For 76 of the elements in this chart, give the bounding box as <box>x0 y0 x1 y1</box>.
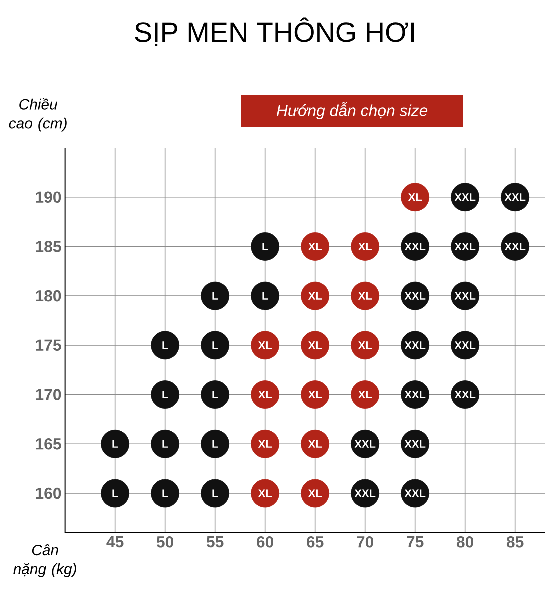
point <box>101 430 130 458</box>
data-label: XXL <box>504 242 526 250</box>
y-tick-label: 180 <box>36 290 62 302</box>
data-label: XL <box>258 490 272 498</box>
data-label: XXL <box>454 391 476 399</box>
chart-title: SỊP MEN THÔNG HƠI <box>135 18 414 46</box>
data-label: L <box>162 490 168 498</box>
data-label: L <box>162 440 168 448</box>
data-label: XL <box>358 292 372 300</box>
x-tick-label: 85 <box>507 536 524 548</box>
data-label: XL <box>408 194 422 202</box>
point <box>251 282 280 310</box>
data-label: XL <box>308 490 322 498</box>
y-tick-label: 170 <box>36 389 62 400</box>
data-label: XXL <box>404 292 426 300</box>
x-tick-label: 80 <box>457 536 474 548</box>
data-label: XXL <box>454 242 476 250</box>
data-label: XXL <box>454 194 476 202</box>
data-label: XXL <box>404 391 426 399</box>
data-label: XXL <box>404 242 426 250</box>
data-label: XXL <box>354 490 376 498</box>
x-tick-label: 60 <box>257 536 274 548</box>
y-tick-label: 175 <box>36 340 62 351</box>
data-label: L <box>212 440 218 448</box>
data-label: XL <box>358 342 372 350</box>
y-tick-label: 160 <box>36 488 62 500</box>
y-tick-label: 165 <box>36 438 62 450</box>
y-axis-title: Chiều cao (cm) <box>9 98 67 132</box>
data-label: L <box>212 391 218 399</box>
data-label: XXL <box>404 440 426 448</box>
data-label: XXL <box>404 342 426 350</box>
x-tick-label: 45 <box>106 536 124 548</box>
point <box>201 380 230 409</box>
point <box>201 331 230 360</box>
data-label: L <box>162 342 168 350</box>
point <box>201 430 230 458</box>
data-label: XXL <box>504 194 526 202</box>
point <box>151 430 180 458</box>
data-label: XL <box>358 391 372 399</box>
y-tick-label: 185 <box>36 241 62 252</box>
x-tick-label: 70 <box>357 536 374 548</box>
point <box>151 380 180 409</box>
point <box>151 331 180 360</box>
data-label: XL <box>308 342 322 350</box>
y-tick-label: 190 <box>36 192 62 203</box>
data-label: XXL <box>404 490 426 498</box>
data-label: XXL <box>454 342 476 350</box>
data-label: L <box>212 342 218 350</box>
data-label: XL <box>308 242 322 250</box>
data-label: L <box>262 292 268 300</box>
text: Hướng dẫn chọn size <box>277 102 428 120</box>
x-tick-label: 75 <box>407 536 424 548</box>
point <box>151 479 180 508</box>
data-label: L <box>162 391 168 399</box>
data-label: L <box>112 490 118 498</box>
data-label: XL <box>308 292 322 300</box>
point <box>201 479 230 508</box>
data-label: XL <box>308 391 322 399</box>
data-label: XXL <box>354 440 376 448</box>
x-tick-label: 50 <box>157 536 174 548</box>
data-label: XL <box>258 440 272 448</box>
point <box>251 232 280 261</box>
x-tick-label: 55 <box>207 536 224 548</box>
data-label: XXL <box>454 292 476 300</box>
data-label: XL <box>308 440 322 448</box>
x-axis-title: Cân nặng (kg) <box>14 544 76 578</box>
data-label: XL <box>258 342 272 350</box>
point <box>101 479 130 508</box>
data-label: L <box>212 292 218 300</box>
data-label: L <box>212 490 218 498</box>
data-label: L <box>112 440 118 448</box>
data-label: XL <box>358 242 372 250</box>
data-label: L <box>262 242 268 250</box>
x-tick-label: 65 <box>307 536 324 548</box>
point <box>201 282 230 310</box>
data-label: XL <box>258 391 272 399</box>
